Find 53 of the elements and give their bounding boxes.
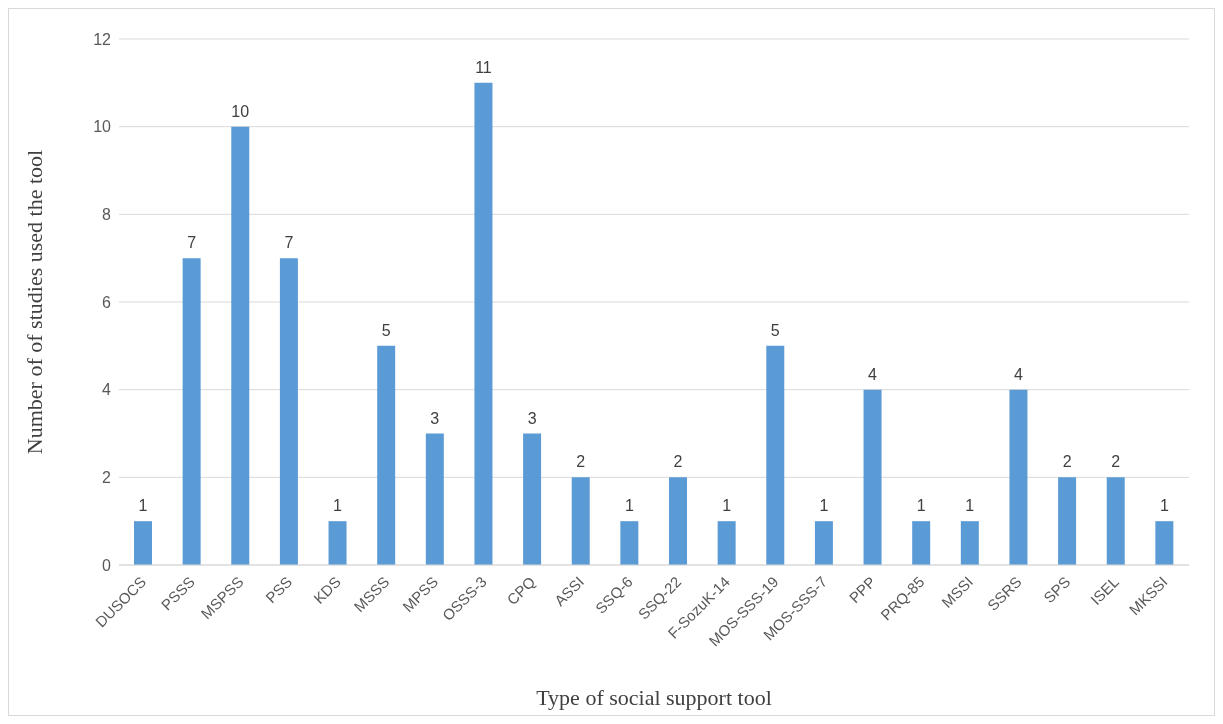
- data-label: 7: [187, 234, 197, 252]
- y-tick-label: 12: [93, 30, 112, 48]
- y-axis-title: Number of of studies used the tool: [21, 149, 47, 455]
- data-label: 4: [1014, 365, 1023, 383]
- data-label: 1: [916, 497, 926, 515]
- data-label: 1: [819, 497, 829, 515]
- bar: [960, 521, 979, 565]
- bar: [571, 477, 590, 565]
- bar: [1155, 521, 1174, 565]
- y-tick-label: 0: [102, 556, 112, 574]
- bar: [1058, 477, 1077, 565]
- data-label: 7: [284, 234, 294, 252]
- bar: [134, 521, 152, 565]
- y-tick-label: 10: [93, 118, 112, 136]
- data-label: 2: [673, 453, 683, 471]
- bar: [182, 258, 201, 565]
- bar: [377, 345, 396, 565]
- bar: [717, 521, 736, 565]
- data-label: 1: [333, 497, 343, 515]
- bar: [231, 126, 250, 565]
- data-label: 5: [770, 321, 780, 339]
- bar: [669, 477, 687, 565]
- data-label: 1: [138, 497, 148, 515]
- bar: [912, 521, 931, 565]
- data-label: 1: [722, 497, 732, 515]
- bar: [523, 433, 542, 565]
- bar: [279, 258, 298, 565]
- bar: [1106, 477, 1125, 565]
- x-axis-title: Type of social support tool: [536, 685, 772, 710]
- data-label: 1: [1159, 497, 1169, 515]
- bar: [328, 521, 347, 565]
- data-label: 2: [1111, 453, 1121, 471]
- data-label: 11: [475, 58, 492, 76]
- bar: [474, 82, 493, 565]
- bar: [425, 433, 444, 565]
- data-label: 4: [868, 365, 878, 383]
- data-label: 5: [381, 321, 391, 339]
- bar: [620, 521, 639, 565]
- bar: [863, 389, 882, 565]
- y-tick-label: 4: [102, 381, 112, 399]
- y-tick-label: 6: [102, 293, 112, 311]
- data-label: 1: [624, 497, 634, 515]
- bar: [766, 345, 785, 565]
- data-label: 10: [231, 102, 250, 120]
- bar: [1009, 389, 1028, 565]
- data-label: 2: [1062, 453, 1072, 471]
- y-tick-label: 2: [102, 469, 112, 487]
- data-label: 1: [965, 497, 975, 515]
- data-label: 3: [527, 409, 537, 427]
- data-label: 3: [430, 409, 440, 427]
- bar: [814, 521, 833, 565]
- y-tick-label: 8: [102, 206, 112, 224]
- data-label: 2: [576, 453, 586, 471]
